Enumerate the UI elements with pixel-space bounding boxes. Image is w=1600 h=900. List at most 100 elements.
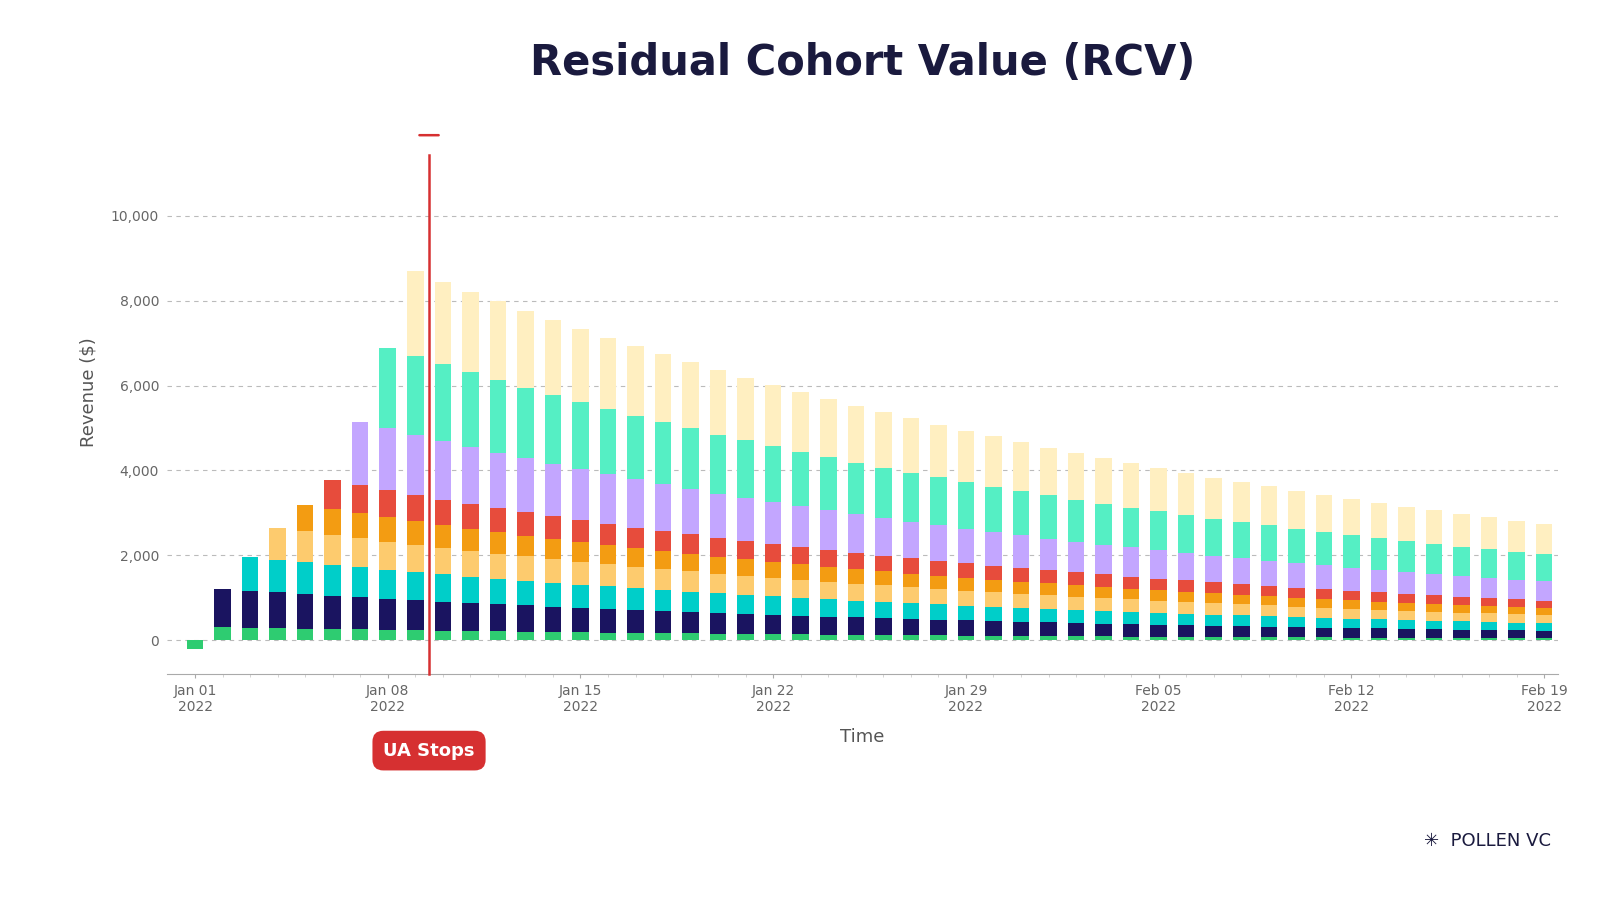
Bar (517, 310, 534, 388)
Bar (930, 576, 947, 589)
Bar (654, 569, 672, 590)
Bar (682, 612, 699, 634)
Bar (573, 469, 589, 520)
Bar (1013, 442, 1029, 491)
Bar (1040, 583, 1056, 595)
Bar (406, 600, 424, 630)
Bar (1342, 600, 1360, 608)
Bar (930, 477, 947, 526)
Bar (986, 565, 1002, 580)
Bar (1288, 588, 1304, 598)
Bar (738, 595, 754, 614)
Bar (1123, 547, 1139, 577)
Bar (738, 440, 754, 498)
Bar (379, 518, 395, 542)
Bar (627, 527, 643, 548)
Bar (600, 545, 616, 564)
Bar (1288, 491, 1304, 529)
Bar (462, 447, 478, 504)
Bar (627, 480, 643, 527)
Bar (1371, 601, 1387, 609)
Bar (1315, 627, 1333, 637)
Bar (242, 590, 258, 627)
Bar (1342, 608, 1360, 618)
Bar (1205, 555, 1222, 582)
Bar (1453, 630, 1470, 638)
Bar (269, 527, 286, 560)
Bar (1067, 636, 1085, 640)
Bar (600, 474, 616, 524)
Bar (435, 525, 451, 548)
Bar (654, 590, 672, 611)
Bar (875, 602, 891, 618)
Bar (930, 635, 947, 640)
Bar (1426, 629, 1442, 638)
Bar (1123, 636, 1139, 640)
Bar (269, 592, 286, 628)
Bar (1150, 600, 1166, 613)
Bar (1371, 609, 1387, 619)
Bar (930, 605, 947, 619)
Bar (187, 640, 203, 649)
Bar (1509, 615, 1525, 623)
Bar (1288, 563, 1304, 588)
Bar (1371, 628, 1387, 637)
Bar (930, 425, 947, 477)
Bar (682, 591, 699, 612)
Bar (325, 565, 341, 596)
Bar (1398, 594, 1414, 603)
Bar (600, 608, 616, 633)
Bar (1234, 482, 1250, 522)
Bar (490, 532, 506, 554)
Bar (792, 507, 810, 547)
Bar (654, 422, 672, 484)
Bar (435, 601, 451, 631)
Bar (544, 464, 562, 517)
Bar (1178, 472, 1195, 515)
Bar (1426, 638, 1442, 640)
Bar (435, 364, 451, 441)
Bar (462, 631, 478, 640)
Bar (1536, 623, 1552, 631)
Bar (654, 484, 672, 531)
Bar (902, 418, 918, 472)
Bar (600, 564, 616, 587)
Bar (1453, 621, 1470, 630)
Bar (1536, 638, 1552, 640)
Bar (1315, 495, 1333, 532)
Bar (379, 491, 395, 518)
Bar (930, 526, 947, 561)
Bar (902, 587, 918, 603)
Bar (821, 399, 837, 457)
Bar (544, 632, 562, 640)
Bar (435, 574, 451, 601)
Bar (765, 544, 781, 562)
Bar (573, 520, 589, 542)
Bar (1426, 510, 1442, 544)
Bar (298, 562, 314, 594)
Bar (738, 560, 754, 576)
Bar (1342, 568, 1360, 590)
Bar (710, 634, 726, 640)
Bar (1040, 595, 1056, 609)
Bar (986, 487, 1002, 532)
Bar (490, 508, 506, 532)
Bar (1398, 638, 1414, 640)
Bar (1205, 478, 1222, 518)
Bar (1040, 538, 1056, 571)
Bar (352, 514, 368, 538)
Bar (379, 542, 395, 570)
Bar (1261, 561, 1277, 586)
Bar (765, 385, 781, 446)
Bar (325, 596, 341, 629)
Bar (765, 446, 781, 502)
Bar (242, 627, 258, 640)
Bar (848, 617, 864, 634)
Bar (490, 604, 506, 631)
Bar (600, 587, 616, 608)
Bar (1371, 503, 1387, 538)
Text: ✳  POLLEN VC: ✳ POLLEN VC (1424, 832, 1550, 850)
Bar (269, 560, 286, 592)
Bar (627, 416, 643, 480)
Bar (682, 428, 699, 489)
